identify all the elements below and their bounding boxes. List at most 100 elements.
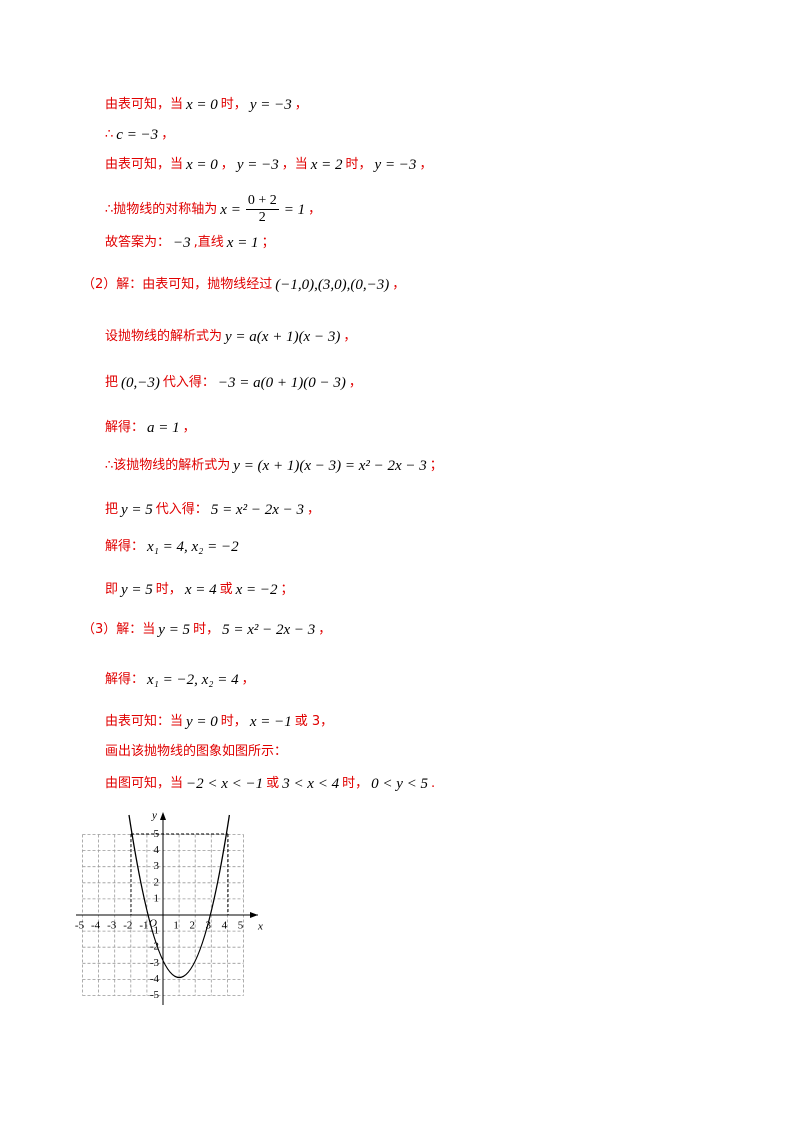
- x-tick-label: 5: [238, 920, 244, 932]
- text: 解得：: [105, 539, 145, 554]
- text: 解得：: [105, 672, 145, 687]
- text-line: 由表可知，当 x = 0， y = −3 ，当 x = 2 时， y = −3，: [105, 155, 432, 176]
- x-tick-label: -2: [123, 920, 132, 932]
- math: x = −1: [249, 714, 292, 730]
- y-arrow: [160, 812, 166, 820]
- text: ，: [241, 672, 255, 687]
- x-arrow: [250, 912, 258, 918]
- text: 或 3，: [294, 714, 334, 729]
- text-line: 由图可知，当 −2 < x < −1 或 3 < x < 4 时， 0 < y < 5.: [105, 774, 435, 795]
- math: x =: [220, 201, 241, 218]
- axis-label: y: [151, 810, 157, 822]
- y-tick-label: 2: [154, 876, 160, 888]
- text: ,直线: [193, 235, 224, 250]
- text-line: 把 (0,−3) 代入得： −3 = a(0 + 1)(0 − 3)，: [105, 373, 362, 394]
- math: x₁ = 4, x₂ = −2: [147, 539, 239, 555]
- math: y = 5: [121, 502, 153, 518]
- parabola: [128, 814, 231, 979]
- text: ，: [307, 502, 321, 517]
- text: （3）解：当: [82, 622, 156, 637]
- text-line: 故答案为： −3 ,直线 x = 1；: [105, 233, 275, 254]
- math: y = −3: [236, 157, 279, 173]
- origin-label: O: [149, 918, 157, 930]
- x-tick-label: -4: [91, 920, 101, 932]
- math: 3 < x < 4: [282, 776, 340, 792]
- math: y = 5: [121, 582, 153, 598]
- text-line: 画出该抛物线的图象如图所示：: [105, 742, 287, 763]
- math: y = −3: [374, 157, 417, 173]
- text: ，: [348, 375, 362, 390]
- text: 代入得：: [162, 375, 215, 390]
- text: ，: [182, 420, 196, 435]
- text: 由表可知，当: [105, 157, 184, 172]
- text: ；: [429, 458, 443, 473]
- math: y = (x + 1)(x − 3) = x² − 2x − 3: [233, 458, 427, 474]
- text: ，: [220, 157, 234, 172]
- y-tick-label: -4: [150, 973, 160, 985]
- text: ∴抛物线的对称轴为: [105, 201, 218, 217]
- text: 时，: [220, 714, 247, 729]
- numerator: 0 + 2: [245, 193, 279, 210]
- text-line: ∴该抛物线的解析式为 y = (x + 1)(x − 3) = x² − 2x −…: [105, 456, 443, 477]
- math: y = 0: [186, 714, 218, 730]
- text: .: [431, 776, 436, 791]
- math: a = 1: [147, 420, 180, 436]
- text: 代入得：: [155, 502, 208, 517]
- x-tick-label: -5: [75, 920, 85, 932]
- text-line: ∴ c = −3，: [105, 125, 174, 146]
- text: 故答案为：: [105, 235, 171, 250]
- text: 画出该抛物线的图象如图所示：: [105, 744, 288, 759]
- text: 或: [266, 776, 280, 791]
- text-line: （3）解：当 y = 5 时， 5 = x² − 2x − 3，: [82, 620, 331, 641]
- x-tick-label: 1: [173, 920, 179, 932]
- math: (0,−3): [121, 375, 160, 391]
- text: ，: [392, 277, 406, 292]
- text: ，: [318, 622, 332, 637]
- text: 时，: [220, 97, 247, 112]
- math: x = 2: [310, 157, 343, 173]
- math: x = 0: [186, 157, 218, 173]
- text: 时，: [193, 622, 220, 637]
- math: x = 4: [184, 582, 217, 598]
- math: 5 = x² − 2x − 3: [222, 622, 316, 638]
- math: 5 = x² − 2x − 3: [210, 502, 304, 518]
- text: 设抛物线的解析式为: [105, 329, 223, 344]
- math: x = 0: [186, 97, 218, 113]
- math: 0 < y < 5: [371, 776, 429, 792]
- text: 或: [219, 582, 233, 597]
- y-tick-label: -1: [150, 925, 159, 937]
- text-line: ∴抛物线的对称轴为 x = 0 + 2 2 = 1，: [105, 193, 321, 226]
- math: = 1: [283, 201, 306, 218]
- text-line: 解得： a = 1，: [105, 418, 196, 439]
- x-tick-label: -1: [139, 920, 148, 932]
- math: y = 5: [158, 622, 191, 638]
- x-tick-label: 4: [222, 920, 228, 932]
- text: ，: [308, 201, 322, 217]
- text-line: 解得： x₁ = −2, x₂ = 4，: [105, 670, 255, 691]
- text: ，: [294, 97, 308, 112]
- text: 时，: [345, 157, 372, 172]
- text: 即: [105, 582, 119, 597]
- text-line: 解得： x₁ = 4, x₂ = −2: [105, 537, 242, 558]
- y-tick-label: 4: [154, 844, 160, 856]
- text-line: （2）解：由表可知，抛物线经过 (−1,0),(3,0),(0,−3)，: [82, 275, 405, 296]
- text-line: 设抛物线的解析式为 y = a(x + 1)(x − 3)，: [105, 327, 356, 348]
- text: 由表可知：当: [105, 714, 184, 729]
- math: x = −2: [235, 582, 278, 598]
- text: ，: [343, 329, 357, 344]
- y-tick-label: -5: [150, 989, 160, 1001]
- text: 时，: [342, 776, 369, 791]
- text: ；: [280, 582, 294, 597]
- x-tick-label: -3: [107, 920, 117, 932]
- text: ，: [419, 157, 433, 172]
- y-tick-label: -3: [150, 957, 160, 969]
- math: c = −3: [116, 127, 159, 143]
- y-tick-label: 5: [154, 828, 160, 840]
- text: ；: [261, 235, 275, 250]
- text: 时，: [155, 582, 182, 597]
- x-tick-label: 3: [206, 920, 212, 932]
- math: x = 1: [226, 235, 259, 251]
- text-line: 由表可知：当 y = 0 时， x = −1 或 3，: [105, 712, 333, 733]
